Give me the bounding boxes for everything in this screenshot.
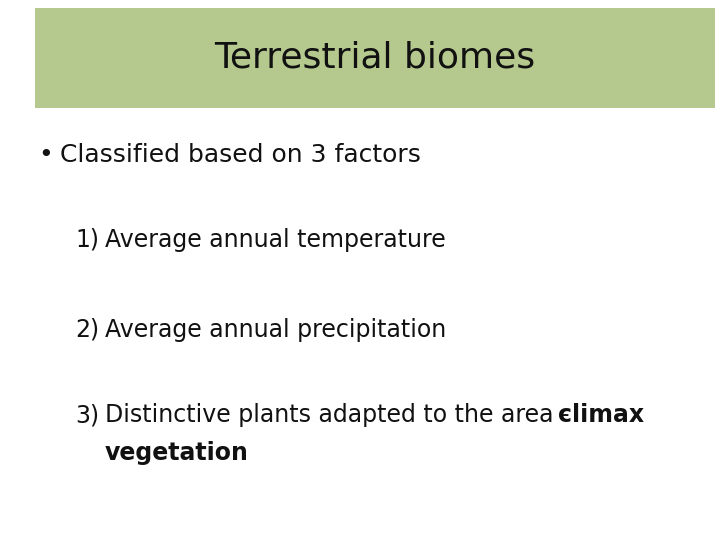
Text: 3): 3)	[75, 403, 99, 427]
Text: vegetation: vegetation	[105, 441, 249, 465]
Text: climax: climax	[558, 403, 644, 427]
Text: •: •	[38, 143, 53, 167]
Text: Classified based on 3 factors: Classified based on 3 factors	[60, 143, 421, 167]
Text: Average annual temperature: Average annual temperature	[105, 228, 446, 252]
Bar	[35, 8, 715, 108]
Text: Average annual precipitation: Average annual precipitation	[105, 318, 446, 342]
Text: Distinctive plants adapted to the area -: Distinctive plants adapted to the area -	[105, 403, 585, 427]
Text: 2): 2)	[75, 318, 99, 342]
Text: Terrestrial biomes: Terrestrial biomes	[215, 41, 536, 75]
Text: 1): 1)	[75, 228, 99, 252]
